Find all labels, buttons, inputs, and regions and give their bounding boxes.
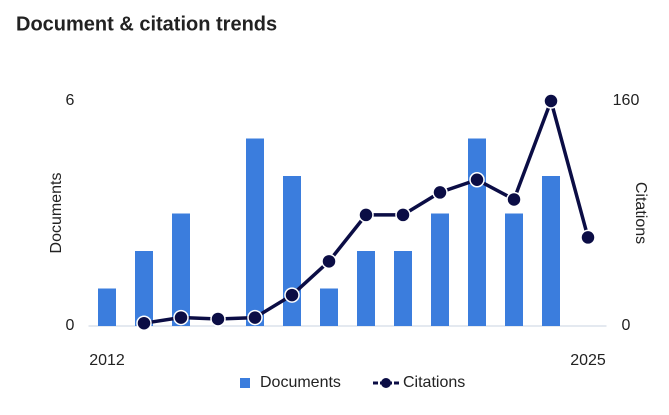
legend-label: Documents <box>260 374 341 391</box>
line-point <box>210 311 226 327</box>
bar <box>246 138 264 326</box>
line-point <box>506 191 522 208</box>
line-point <box>284 287 300 303</box>
line-point <box>173 309 189 326</box>
bar <box>542 176 560 326</box>
y-axis-title: Documents <box>48 173 65 254</box>
bar <box>505 213 523 326</box>
chart-title: Document & citation trends <box>16 13 277 35</box>
bar <box>357 251 375 326</box>
line-point <box>321 253 337 270</box>
bar <box>135 251 153 326</box>
line-point <box>543 93 559 109</box>
legend-swatch <box>381 378 391 388</box>
bar <box>98 288 116 326</box>
bar <box>431 213 449 326</box>
bar <box>320 288 338 326</box>
y-tick-label: 0 <box>66 317 75 334</box>
y2-tick-label: 160 <box>613 92 640 109</box>
line-point <box>247 309 263 326</box>
bar <box>283 176 301 326</box>
bar <box>394 251 412 326</box>
bar <box>468 138 486 326</box>
legend-label: Citations <box>403 374 465 391</box>
line-point <box>580 229 596 246</box>
y2-axis-title: Citations <box>632 182 649 244</box>
y-tick-label: 6 <box>66 92 75 109</box>
line-point <box>432 184 448 201</box>
line-point <box>136 315 152 331</box>
x-tick-label: 2025 <box>570 352 606 369</box>
x-tick-label: 2012 <box>89 352 125 369</box>
bar <box>172 213 190 326</box>
line-point <box>469 172 485 188</box>
y2-tick-label: 0 <box>622 317 631 334</box>
line-point <box>358 207 374 223</box>
legend-swatch <box>240 378 250 388</box>
line-point <box>395 207 411 223</box>
